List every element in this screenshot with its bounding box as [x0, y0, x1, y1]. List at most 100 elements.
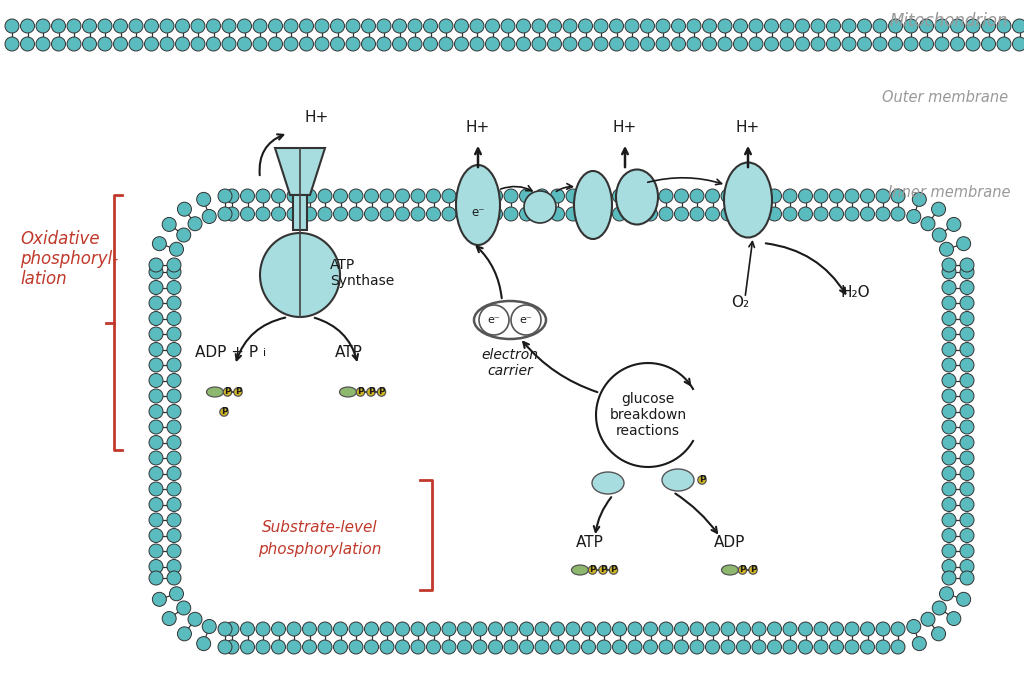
Circle shape	[271, 189, 286, 203]
Circle shape	[98, 37, 112, 51]
Circle shape	[876, 189, 890, 203]
Circle shape	[814, 207, 828, 221]
Circle shape	[442, 207, 456, 221]
Circle shape	[218, 189, 232, 203]
Circle shape	[191, 37, 205, 51]
Circle shape	[256, 207, 270, 221]
Circle shape	[153, 237, 166, 251]
Circle shape	[609, 37, 624, 51]
Circle shape	[191, 19, 205, 33]
Circle shape	[690, 207, 705, 221]
Circle shape	[524, 191, 556, 223]
Circle shape	[891, 622, 905, 636]
Circle shape	[921, 217, 935, 231]
Circle shape	[752, 622, 766, 636]
Circle shape	[238, 19, 252, 33]
Circle shape	[950, 19, 965, 33]
Circle shape	[367, 388, 375, 396]
Circle shape	[220, 408, 228, 416]
Text: ATP: ATP	[577, 535, 604, 550]
Circle shape	[961, 466, 974, 481]
Circle shape	[365, 640, 379, 654]
Circle shape	[170, 587, 183, 600]
Circle shape	[904, 37, 918, 51]
Circle shape	[942, 513, 956, 527]
Circle shape	[904, 19, 918, 33]
Circle shape	[675, 189, 688, 203]
Circle shape	[942, 358, 956, 372]
Circle shape	[845, 640, 859, 654]
Circle shape	[912, 192, 927, 206]
Circle shape	[188, 612, 202, 626]
Circle shape	[736, 189, 751, 203]
Circle shape	[532, 19, 546, 33]
Circle shape	[697, 476, 707, 484]
Circle shape	[551, 207, 564, 221]
Circle shape	[365, 189, 379, 203]
Circle shape	[238, 37, 252, 51]
Circle shape	[197, 636, 211, 651]
Circle shape	[594, 19, 608, 33]
Circle shape	[961, 389, 974, 403]
Ellipse shape	[616, 169, 658, 224]
Circle shape	[408, 37, 422, 51]
Circle shape	[424, 19, 437, 33]
Circle shape	[942, 327, 956, 341]
Circle shape	[114, 37, 128, 51]
Circle shape	[942, 265, 956, 279]
Circle shape	[67, 19, 81, 33]
Ellipse shape	[260, 233, 340, 317]
Circle shape	[942, 528, 956, 543]
Circle shape	[504, 207, 518, 221]
Circle shape	[961, 405, 974, 418]
Circle shape	[299, 37, 313, 51]
Circle shape	[150, 265, 163, 279]
Circle shape	[458, 189, 471, 203]
Circle shape	[334, 622, 347, 636]
Text: H+: H+	[305, 110, 330, 125]
Circle shape	[150, 482, 163, 496]
Circle shape	[942, 258, 956, 272]
Circle shape	[659, 189, 673, 203]
Circle shape	[907, 619, 921, 634]
Circle shape	[942, 389, 956, 403]
Circle shape	[733, 37, 748, 51]
Circle shape	[519, 622, 534, 636]
Circle shape	[167, 435, 181, 449]
Circle shape	[961, 513, 974, 527]
Circle shape	[675, 640, 688, 654]
Circle shape	[442, 622, 456, 636]
Circle shape	[721, 640, 735, 654]
Circle shape	[961, 560, 974, 573]
Circle shape	[167, 466, 181, 481]
Circle shape	[749, 566, 757, 574]
Circle shape	[519, 207, 534, 221]
Circle shape	[706, 622, 720, 636]
Circle shape	[473, 189, 487, 203]
Circle shape	[736, 640, 751, 654]
Circle shape	[942, 466, 956, 481]
Circle shape	[218, 622, 232, 636]
Circle shape	[582, 640, 596, 654]
Circle shape	[942, 405, 956, 418]
Circle shape	[177, 228, 190, 242]
Circle shape	[361, 19, 376, 33]
Circle shape	[706, 640, 720, 654]
Circle shape	[241, 189, 255, 203]
Text: e⁻: e⁻	[519, 315, 532, 325]
Circle shape	[318, 622, 332, 636]
Circle shape	[687, 19, 701, 33]
Circle shape	[51, 19, 66, 33]
Circle shape	[594, 37, 608, 51]
Circle shape	[268, 37, 283, 51]
Circle shape	[845, 207, 859, 221]
Bar	[293, 195, 307, 230]
Circle shape	[167, 420, 181, 434]
Text: H₂O: H₂O	[840, 285, 869, 300]
Circle shape	[768, 622, 781, 636]
Circle shape	[302, 622, 316, 636]
Circle shape	[377, 388, 386, 396]
Circle shape	[907, 209, 921, 224]
Circle shape	[532, 37, 546, 51]
Circle shape	[625, 19, 639, 33]
